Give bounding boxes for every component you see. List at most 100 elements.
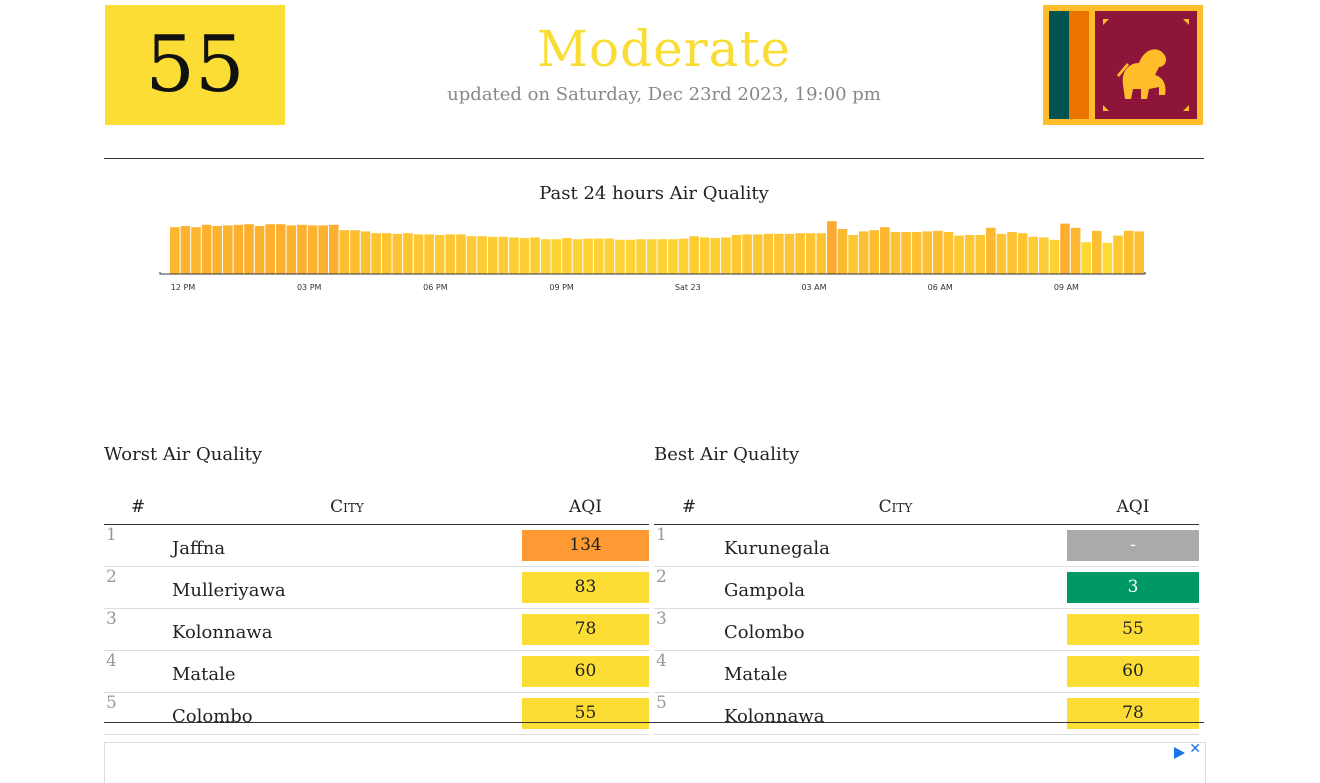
chart-bar[interactable] <box>996 233 1007 274</box>
chart-bar[interactable] <box>275 224 286 274</box>
chart-bar[interactable] <box>646 239 657 274</box>
chart-bar[interactable] <box>1049 239 1060 274</box>
chart-bar[interactable] <box>381 233 392 274</box>
chart-bar[interactable] <box>1070 227 1081 274</box>
table-row[interactable]: 4 Matale 60 <box>654 650 1199 693</box>
chart-bar[interactable] <box>519 238 530 274</box>
chart-bar[interactable] <box>593 238 604 274</box>
chart-bar[interactable] <box>848 235 858 274</box>
table-row[interactable]: 5 Colombo 55 <box>104 692 649 735</box>
city-cell[interactable]: Colombo <box>724 608 1067 651</box>
chart-bar[interactable] <box>222 225 233 274</box>
ad-choices-icon[interactable] <box>1174 747 1185 759</box>
chart-bar[interactable] <box>827 221 837 274</box>
chart-bar[interactable] <box>689 236 699 274</box>
chart-bar[interactable] <box>774 233 784 274</box>
chart-bar[interactable] <box>922 231 933 274</box>
city-cell[interactable]: Colombo <box>172 692 522 735</box>
table-row[interactable]: 3 Colombo 55 <box>654 608 1199 651</box>
chart-bar[interactable] <box>1081 242 1092 274</box>
chart-bar[interactable] <box>1102 242 1113 274</box>
ad-banner[interactable]: ✕ <box>104 741 1206 783</box>
chart-bar[interactable] <box>583 238 593 274</box>
chart-bar[interactable] <box>763 233 774 274</box>
chart-bar[interactable] <box>297 224 307 274</box>
chart-bar[interactable] <box>837 229 848 274</box>
table-row[interactable]: 4 Matale 60 <box>104 650 649 693</box>
chart-bar[interactable] <box>636 239 646 274</box>
chart-bar[interactable] <box>625 239 636 274</box>
chart-bar[interactable] <box>286 225 297 274</box>
city-cell[interactable]: Matale <box>724 650 1067 693</box>
city-cell[interactable]: Mulleriyawa <box>172 566 522 609</box>
chart-bar[interactable] <box>795 233 805 274</box>
chart-bar[interactable] <box>668 239 678 274</box>
chart-bar[interactable] <box>233 224 244 274</box>
chart-bar[interactable] <box>890 232 901 274</box>
chart-bar[interactable] <box>604 238 615 274</box>
chart-bar[interactable] <box>1007 232 1017 274</box>
chart-bar[interactable] <box>784 233 795 274</box>
city-cell[interactable]: Kolonnawa <box>172 608 522 651</box>
chart-bar[interactable] <box>456 234 466 274</box>
chart-bar[interactable] <box>1039 237 1049 274</box>
city-cell[interactable]: Matale <box>172 650 522 693</box>
chart-bar[interactable] <box>752 234 763 274</box>
chart-bar[interactable] <box>954 235 964 274</box>
chart-bar[interactable] <box>742 234 752 274</box>
chart-bar[interactable] <box>816 233 827 274</box>
table-row[interactable]: 5 Kolonnawa 78 <box>654 692 1199 735</box>
chart-bar[interactable] <box>880 227 890 274</box>
chart-bar[interactable] <box>254 226 265 274</box>
chart-bar[interactable] <box>615 239 625 274</box>
close-icon[interactable]: ✕ <box>1189 741 1201 757</box>
city-cell[interactable]: Kolonnawa <box>724 692 1067 735</box>
chart-bar[interactable] <box>371 233 381 274</box>
chart-bar[interactable] <box>805 233 816 274</box>
chart-bar[interactable] <box>318 225 328 274</box>
table-row[interactable]: 2 Gampola 3 <box>654 566 1199 609</box>
chart-bar[interactable] <box>869 230 880 274</box>
chart-bar[interactable] <box>731 235 742 274</box>
chart-bar[interactable] <box>551 239 562 274</box>
chart-bar[interactable] <box>445 234 456 274</box>
chart-bar[interactable] <box>943 232 954 274</box>
chart-bar[interactable] <box>244 224 254 274</box>
chart-bar[interactable] <box>540 239 551 274</box>
table-row[interactable]: 3 Kolonnawa 78 <box>104 608 649 651</box>
chart-bar[interactable] <box>678 238 689 274</box>
chart-bar[interactable] <box>1092 230 1102 274</box>
chart-bar[interactable] <box>1028 236 1039 274</box>
chart-bar[interactable] <box>191 227 201 274</box>
chart-bar[interactable] <box>307 225 318 274</box>
chart-bar[interactable] <box>858 231 869 274</box>
chart-bar[interactable] <box>710 238 721 274</box>
chart-bar[interactable] <box>413 234 424 274</box>
table-row[interactable]: 2 Mulleriyawa 83 <box>104 566 649 609</box>
chart-bar[interactable] <box>477 236 487 274</box>
chart-bar[interactable] <box>964 235 975 274</box>
city-cell[interactable]: Kurunegala <box>724 524 1067 567</box>
table-row[interactable]: 1 Jaffna 134 <box>104 524 649 567</box>
chart-bar[interactable] <box>530 237 540 274</box>
table-row[interactable]: 1 Kurunegala - <box>654 524 1199 567</box>
chart-bar[interactable] <box>487 236 498 274</box>
chart-bar[interactable] <box>212 226 222 274</box>
chart-bar[interactable] <box>424 234 434 274</box>
chart-bar[interactable] <box>975 235 986 274</box>
chart-bar[interactable] <box>1060 223 1070 274</box>
chart-bar[interactable] <box>265 224 275 274</box>
chart-bar[interactable] <box>360 231 371 274</box>
chart-bar[interactable] <box>339 230 350 274</box>
chart-bar[interactable] <box>498 236 509 274</box>
chart-bar[interactable] <box>1017 233 1028 274</box>
chart-bar[interactable] <box>434 235 445 274</box>
chart-bar[interactable] <box>1113 235 1123 274</box>
chart-bar[interactable] <box>403 233 413 274</box>
chart-bar[interactable] <box>901 232 911 274</box>
chart-bar[interactable] <box>328 224 339 274</box>
chart-bar[interactable] <box>466 236 477 274</box>
chart-bar[interactable] <box>350 230 360 274</box>
chart-bar[interactable] <box>392 233 403 274</box>
chart-bar[interactable] <box>933 230 943 274</box>
